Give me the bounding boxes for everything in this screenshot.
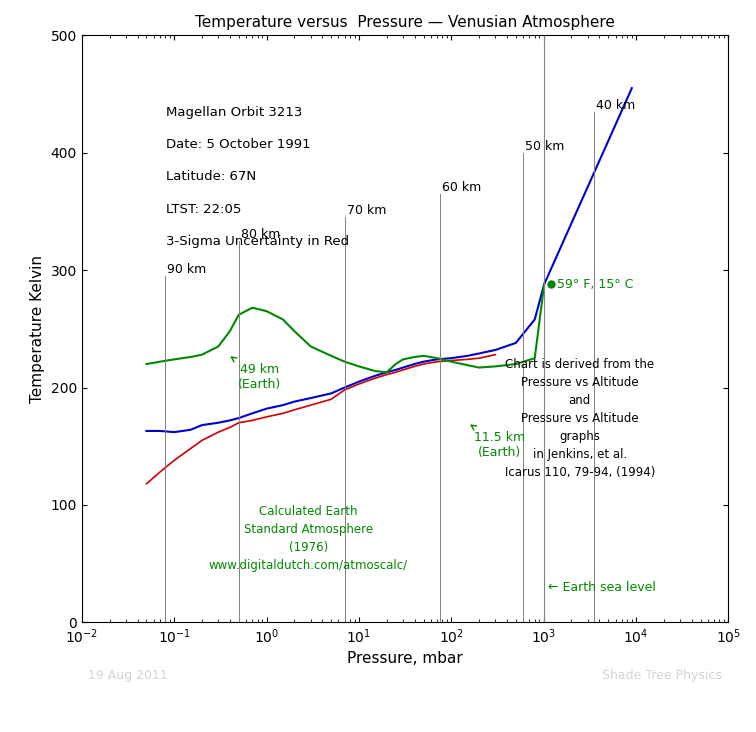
Text: Shade Tree Physics: Shade Tree Physics — [602, 669, 722, 682]
Text: 50 km: 50 km — [525, 140, 565, 153]
Text: 80 km: 80 km — [240, 228, 280, 241]
Text: 59° F, 15° C: 59° F, 15° C — [556, 277, 633, 291]
Y-axis label: Temperature Kelvin: Temperature Kelvin — [30, 255, 45, 403]
Text: Date: 5 October 1991: Date: 5 October 1991 — [166, 138, 311, 151]
Text: LTST: 22:05: LTST: 22:05 — [166, 203, 241, 216]
Text: 70 km: 70 km — [346, 204, 386, 217]
Text: Calculated Earth
Standard Atmosphere
(1976)
www.digitaldutch.com/atmoscalc/: Calculated Earth Standard Atmosphere (19… — [209, 505, 407, 572]
Text: 90 km: 90 km — [167, 263, 206, 276]
Text: ← Earth sea level: ← Earth sea level — [547, 580, 655, 594]
Text: Latitude: 67N: Latitude: 67N — [166, 171, 256, 183]
Text: 3-Sigma Uncertainty in Red: 3-Sigma Uncertainty in Red — [166, 235, 349, 248]
Text: Chart is derived from the
Pressure vs Altitude
and
Pressure vs Altitude
graphs
i: Chart is derived from the Pressure vs Al… — [504, 358, 655, 479]
Text: 19 Aug 2011: 19 Aug 2011 — [88, 669, 168, 682]
Text: 49 km
(Earth): 49 km (Earth) — [231, 357, 281, 390]
Title: Temperature versus  Pressure — Venusian Atmosphere: Temperature versus Pressure — Venusian A… — [195, 15, 615, 30]
Text: 60 km: 60 km — [442, 181, 481, 194]
Text: 11.5 km
(Earth): 11.5 km (Earth) — [471, 425, 525, 459]
X-axis label: Pressure, mbar: Pressure, mbar — [347, 651, 463, 666]
Text: 40 km: 40 km — [596, 99, 635, 112]
Text: Magellan Orbit 3213: Magellan Orbit 3213 — [166, 105, 302, 119]
